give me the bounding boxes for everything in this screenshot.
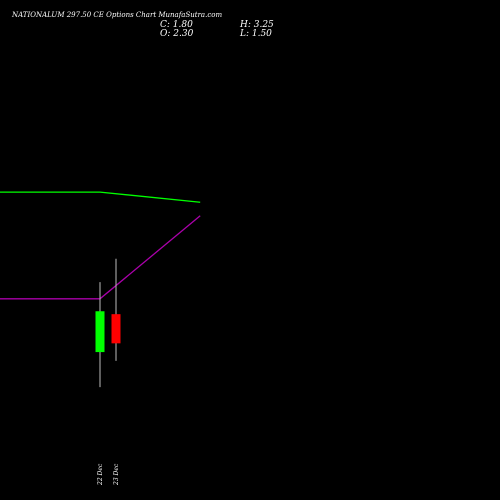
overlay-line-1 [0,191,201,203]
candle [111,258,121,361]
chart-title: NATIONALUM 297.50 CE Options Chart Munaf… [12,11,223,19]
candle [95,282,105,388]
close-value: C: 1.80 [160,20,193,30]
candle-body [111,314,121,344]
candle-body [95,311,105,353]
open-value: O: 2.30 [160,29,194,39]
high-value: H: 3.25 [240,20,274,30]
x-tick-label: 23 Dec [113,463,120,486]
low-value: L: 1.50 [240,29,272,39]
x-tick-label: 22 Dec [97,463,104,486]
